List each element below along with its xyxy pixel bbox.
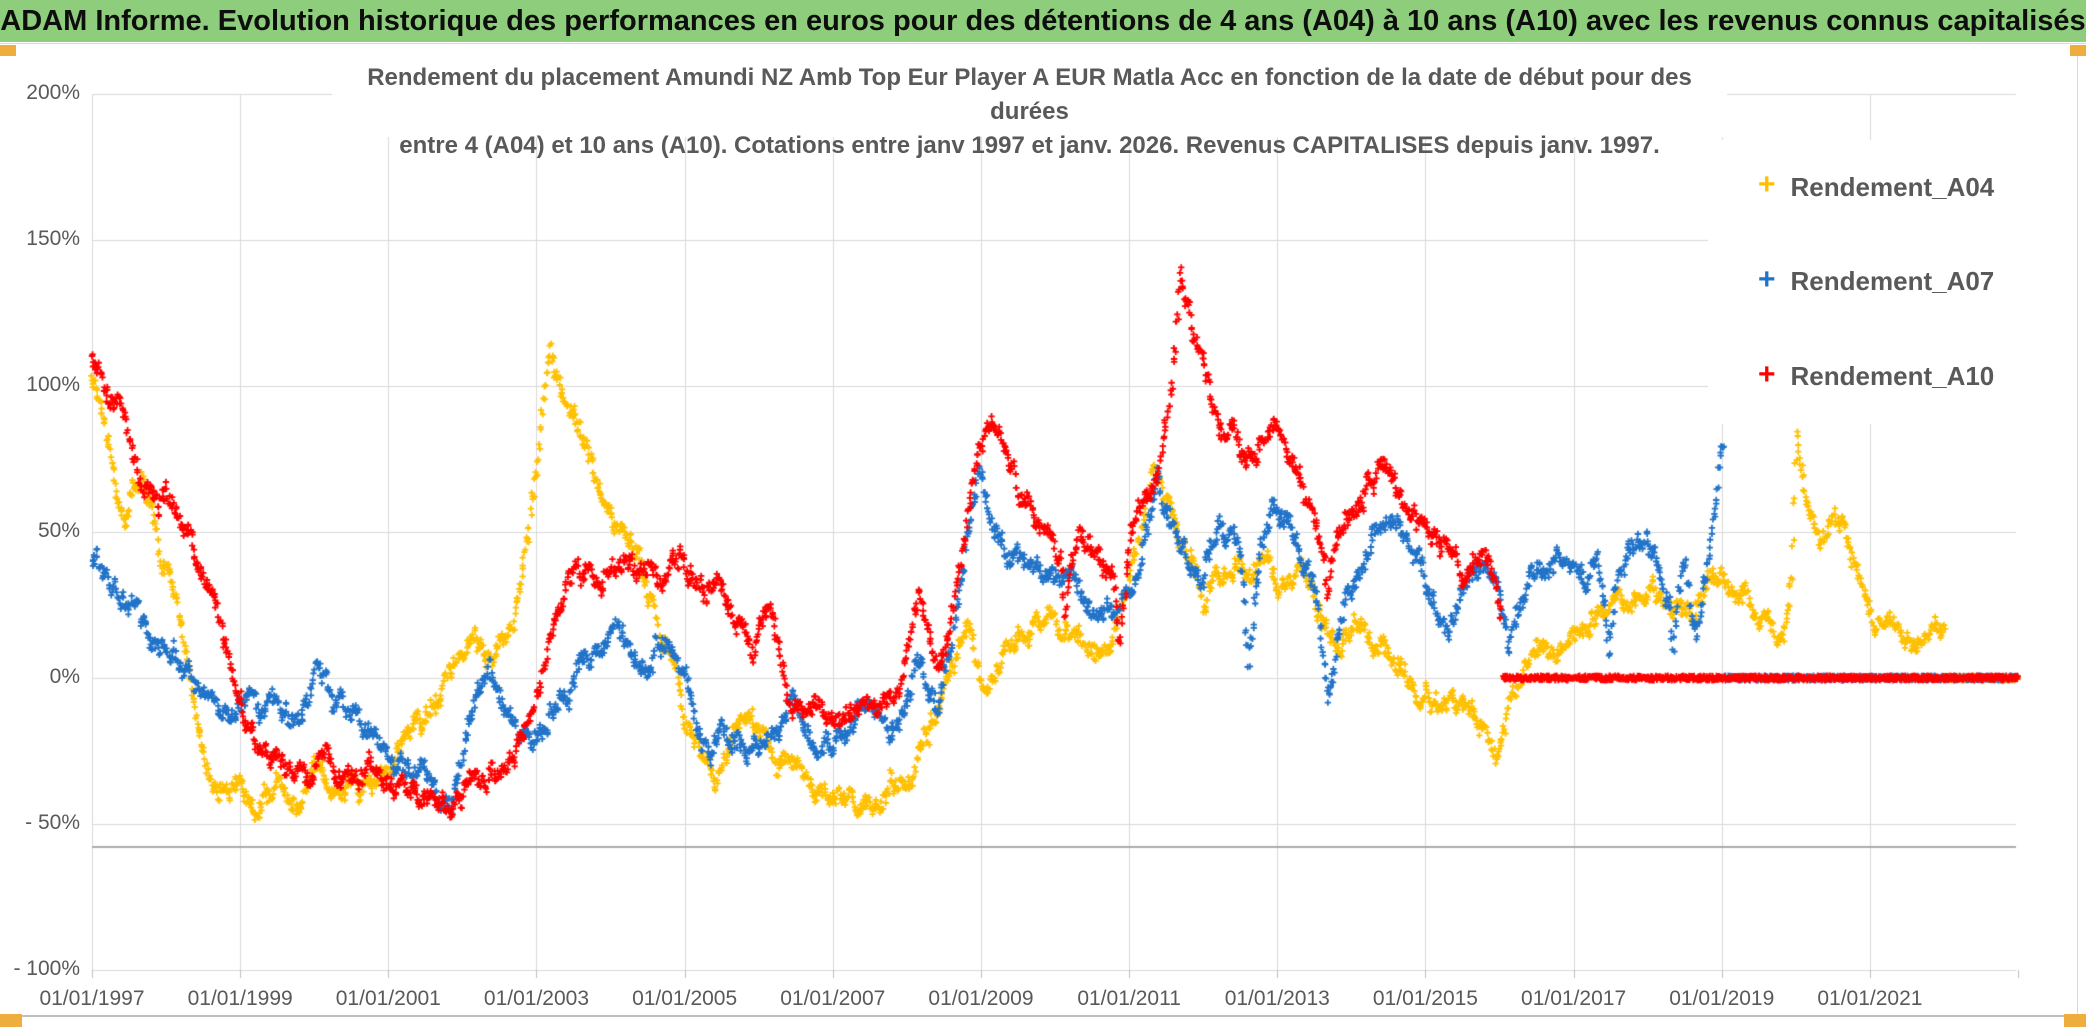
x-axis-tick-label: 01/01/2001 [335,987,441,1010]
header-underline [0,43,2086,44]
header-title: ADAM Informe. Evolution historique des p… [0,4,2086,37]
selection-handle-bottom-right[interactable] [2064,1014,2086,1027]
legend-item-Rendement_A10[interactable]: + Rendement_A10 [1758,357,2077,392]
x-axis-tick-label: 01/01/2017 [1521,987,1627,1010]
chart-title: Rendement du placement Amundi NZ Amb Top… [332,57,1727,159]
selection-handle-top-left[interactable] [0,45,16,56]
y-axis-tick-label: - 50% [25,811,80,835]
x-axis-tick-label: 01/01/2005 [632,987,738,1010]
legend-label: Rendement_A07 [1790,266,1995,297]
selection-handle-top-right[interactable] [2070,45,2086,56]
legend-label: Rendement_A04 [1790,171,1995,202]
y-axis-tick-label: 0% [49,665,80,689]
chart-legend[interactable]: + Rendement_A04 + Rendement_A07 + Rendement_A… [1708,140,2077,424]
x-axis-tick-label: 01/01/2009 [928,987,1034,1010]
legend-marker-icon: + [1758,262,1776,296]
x-axis-tick-label: 01/01/2011 [1077,987,1181,1010]
selection-handle-bottom-left[interactable] [0,1014,22,1027]
y-axis-tick-label: - 100% [13,957,80,981]
header-banner: ADAM Informe. Evolution historique des p… [0,0,2086,42]
x-axis-tick-label: 01/01/2019 [1669,987,1775,1010]
x-axis-tick-label: 01/01/2013 [1224,987,1330,1010]
x-axis-tick-label: 01/01/1999 [187,987,293,1010]
legend-marker-icon: + [1758,168,1776,202]
y-axis-tick-label: 100% [26,373,80,397]
y-axis-tick-label: 200% [26,81,80,105]
x-axis-tick-label: 01/01/1997 [39,987,145,1010]
y-axis-tick-label: 50% [37,519,80,543]
legend-item-Rendement_A07[interactable]: + Rendement_A07 [1758,262,2077,297]
x-axis-tick-label: 01/01/2003 [483,987,590,1010]
y-axis-tick-label: 150% [26,227,80,251]
legend-item-Rendement_A04[interactable]: + Rendement_A04 [1758,168,2077,203]
legend-label: Rendement_A10 [1790,361,1995,392]
chart-right-border [2077,56,2078,1016]
x-axis-tick-label: 01/01/2021 [1817,987,1923,1010]
x-axis-tick-label: 01/01/2015 [1372,987,1478,1010]
chart-title-line1: Rendement du placement Amundi NZ Amb Top… [367,64,1692,125]
x-axis-tick-label: 01/01/2007 [780,987,886,1010]
chart-bottom-border [0,1015,2086,1017]
legend-marker-icon: + [1758,357,1776,391]
chart-title-line2: entre 4 (A04) et 10 ans (A10). Cotations… [399,132,1660,159]
